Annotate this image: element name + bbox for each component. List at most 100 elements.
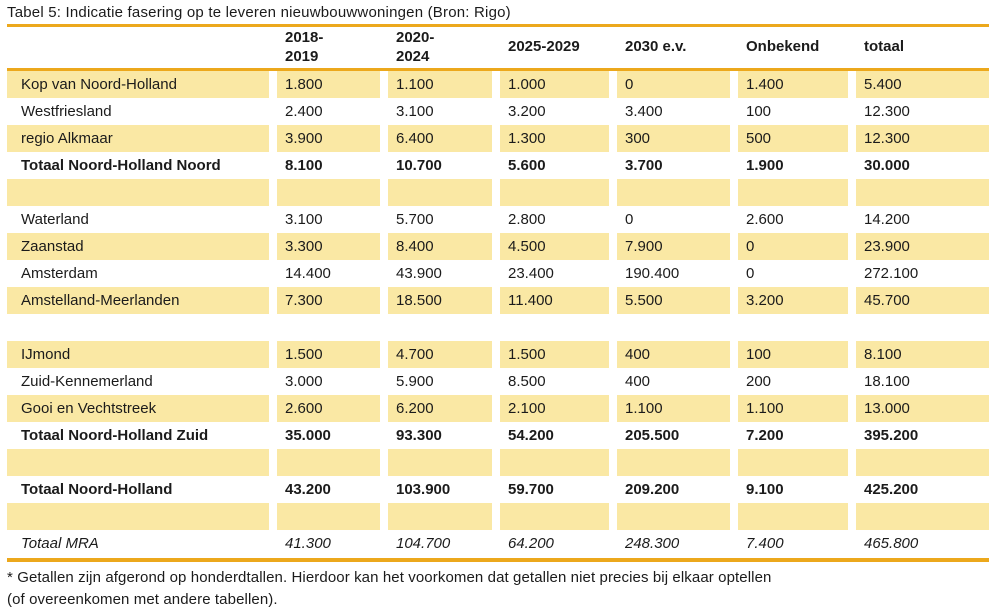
row-label: Totaal Noord-Holland Noord xyxy=(21,157,221,174)
cell: 200 xyxy=(746,373,772,390)
table-row: Zaanstad 3.300 8.400 4.500 7.900 0 23.900 xyxy=(7,233,989,260)
cell: 8.100 xyxy=(285,157,323,174)
cell: 41.300 xyxy=(285,535,331,552)
cell: 4.700 xyxy=(388,341,492,368)
cell: 500 xyxy=(738,125,848,152)
table-row: Totaal Noord-Holland Noord 8.100 10.700 5.6… xyxy=(7,152,989,179)
column-header: Onbekend xyxy=(746,38,820,56)
cell: 5.600 xyxy=(508,157,546,174)
header-rule xyxy=(7,68,989,71)
cell xyxy=(277,314,380,341)
cell: 5.500 xyxy=(617,287,730,314)
page-title: Tabel 5: Indicatie fasering op te levere… xyxy=(7,4,511,21)
row-label: Totaal Noord-Holland Zuid xyxy=(21,427,209,444)
cell: 3.100 xyxy=(396,103,434,120)
cell: 205.500 xyxy=(625,427,680,444)
cell: 100 xyxy=(738,341,848,368)
spacer-row xyxy=(7,179,989,206)
column-header: 2018- 2019 xyxy=(285,28,324,65)
row-label: Westfriesland xyxy=(21,103,112,120)
cell: 23.900 xyxy=(856,233,989,260)
cell xyxy=(277,179,380,206)
cell: 5.900 xyxy=(396,373,434,390)
cell: 1.400 xyxy=(738,71,848,98)
row-label: Kop van Noord-Holland xyxy=(7,71,269,98)
cell: 1.000 xyxy=(500,71,609,98)
cell xyxy=(277,449,380,476)
cell: 7.400 xyxy=(746,535,784,552)
row-label xyxy=(7,179,269,206)
cell: 0 xyxy=(738,233,848,260)
cell: 3.000 xyxy=(285,373,323,390)
cell: 0 xyxy=(617,71,730,98)
cell xyxy=(500,179,609,206)
cell xyxy=(738,179,848,206)
cell xyxy=(277,503,380,530)
column-header: 2030 e.v. xyxy=(625,38,687,56)
cell: 11.400 xyxy=(500,287,609,314)
table-row: Gooi en Vechtstreek 2.600 6.200 2.100 1.100 1… xyxy=(7,395,989,422)
cell: 14.200 xyxy=(864,211,910,228)
table-row: Kop van Noord-Holland 1.800 1.100 1.000 0 1.4… xyxy=(7,71,989,98)
cell: 400 xyxy=(617,341,730,368)
cell: 7.300 xyxy=(277,287,380,314)
table-row: Westfriesland 2.400 3.100 3.200 3.400 100 12.3… xyxy=(7,98,989,125)
cell: 43.900 xyxy=(396,265,442,282)
cell: 0 xyxy=(625,211,634,228)
cell: 13.000 xyxy=(856,395,989,422)
row-label: regio Alkmaar xyxy=(7,125,269,152)
table-row: Totaal MRA 41.300 104.700 64.200 248.300 7.40… xyxy=(7,530,989,557)
row-label: Totaal MRA xyxy=(21,535,99,552)
cell: 23.400 xyxy=(508,265,554,282)
row-label: IJmond xyxy=(7,341,269,368)
header-row: 2018- 2019 2020- 2024 2025-2029 2030 e.v. On… xyxy=(7,27,989,68)
cell: 6.400 xyxy=(388,125,492,152)
cell: 103.900 xyxy=(396,481,451,498)
cell: 1.500 xyxy=(500,341,609,368)
cell: 6.200 xyxy=(388,395,492,422)
table-row: Amstelland-Meerlanden 7.300 18.500 11.400 5.… xyxy=(7,287,989,314)
cell xyxy=(856,503,989,530)
cell xyxy=(388,179,492,206)
cell: 45.700 xyxy=(856,287,989,314)
cell: 1.100 xyxy=(617,395,730,422)
spacer-row xyxy=(7,503,989,530)
cell: 300 xyxy=(617,125,730,152)
cell: 3.300 xyxy=(277,233,380,260)
row-label: Totaal Noord-Holland xyxy=(21,481,173,498)
cell: 7.900 xyxy=(617,233,730,260)
cell: 5.700 xyxy=(396,211,434,228)
cell: 3.200 xyxy=(738,287,848,314)
cell: 104.700 xyxy=(396,535,451,552)
row-label: Amstelland-Meerlanden xyxy=(7,287,269,314)
bottom-rule xyxy=(7,558,989,562)
cell: 425.200 xyxy=(864,481,919,498)
cell: 100 xyxy=(746,103,772,120)
cell xyxy=(856,179,989,206)
table-row: Totaal Noord-Holland Zuid 35.000 93.300 54.… xyxy=(7,422,989,449)
row-label: Gooi en Vechtstreek xyxy=(7,395,269,422)
cell xyxy=(738,503,848,530)
cell xyxy=(617,449,730,476)
table-body: Kop van Noord-Holland 1.800 1.100 1.000 0 1.4… xyxy=(7,71,989,557)
cell: 43.200 xyxy=(285,481,331,498)
cell: 190.400 xyxy=(625,265,680,282)
title-rule xyxy=(7,24,989,27)
cell: 12.300 xyxy=(856,125,989,152)
cell xyxy=(738,449,848,476)
cell xyxy=(856,449,989,476)
cell: 30.000 xyxy=(864,157,910,174)
cell: 0 xyxy=(746,265,755,282)
column-header: totaal xyxy=(864,38,905,56)
cell xyxy=(388,314,492,341)
row-label xyxy=(7,314,269,341)
cell: 465.800 xyxy=(864,535,919,552)
cell: 59.700 xyxy=(508,481,554,498)
cell xyxy=(617,503,730,530)
table-row: Waterland 3.100 5.700 2.800 0 2.600 14.200 xyxy=(7,206,989,233)
cell: 18.100 xyxy=(864,373,910,390)
cell xyxy=(856,314,989,341)
cell: 1.100 xyxy=(738,395,848,422)
row-label: Amsterdam xyxy=(21,265,98,282)
cell: 5.400 xyxy=(856,71,989,98)
